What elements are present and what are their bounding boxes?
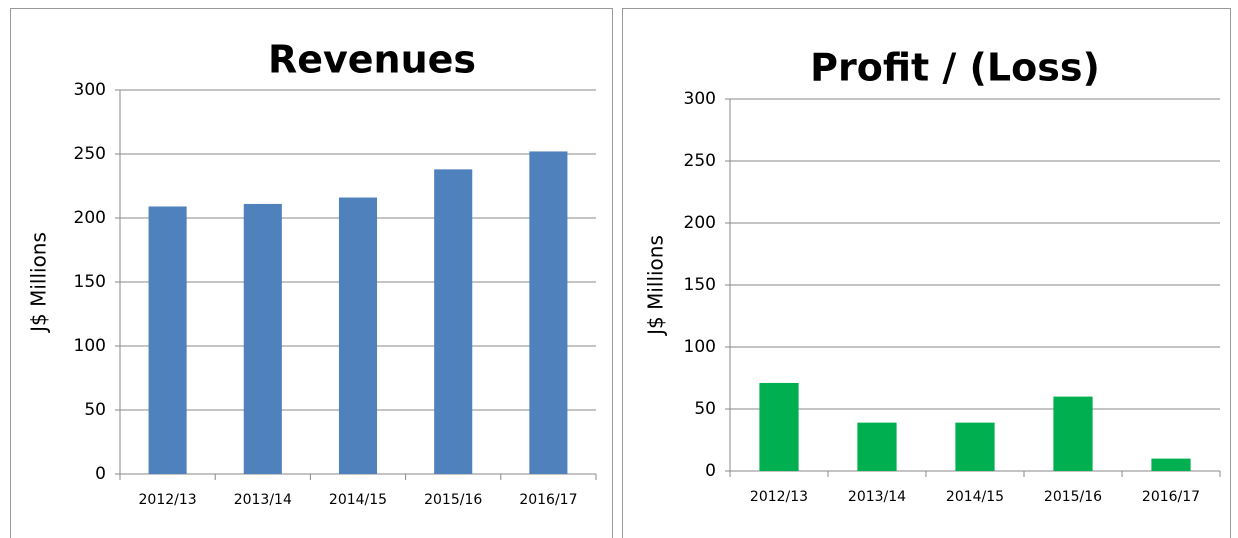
x-tick-label: 2013/14 (234, 492, 292, 508)
y-tick-label: 50 (84, 400, 106, 420)
bar (1053, 396, 1093, 471)
y-tick-label: 300 (74, 80, 106, 100)
x-tick-label: 2015/16 (1044, 489, 1102, 505)
x-tick-label: 2012/13 (750, 489, 808, 505)
bar (955, 422, 995, 471)
bar (857, 422, 897, 471)
y-tick-label: 150 (74, 272, 106, 292)
x-tick-label: 2014/15 (329, 492, 387, 508)
y-tick-label: 200 (684, 213, 716, 233)
x-tick-label: 2014/15 (946, 489, 1004, 505)
y-tick-label: 100 (74, 336, 106, 356)
y-tick-label: 50 (694, 399, 716, 419)
y-tick-label: 0 (95, 464, 106, 484)
y-tick-label: 0 (705, 461, 716, 481)
y-tick-label: 250 (684, 151, 716, 171)
y-tick-label: 200 (74, 208, 106, 228)
y-tick-label: 150 (684, 275, 716, 295)
x-tick-label: 2016/17 (1142, 489, 1200, 505)
bar (338, 197, 378, 474)
y-tick-label: 100 (684, 337, 716, 357)
y-axis-label: J$ Millions (644, 235, 668, 337)
x-tick-label: 2016/17 (519, 492, 577, 508)
bar (1151, 458, 1191, 471)
bar (148, 206, 187, 475)
bar (759, 382, 799, 471)
y-axis-label: J$ Millions (27, 232, 51, 334)
x-tick-label: 2013/14 (848, 489, 906, 505)
x-tick-label: 2015/16 (424, 492, 482, 508)
y-tick-label: 250 (74, 144, 106, 164)
chart-title: Profit / (Loss) (810, 46, 1100, 90)
bar (243, 203, 282, 475)
x-tick-label: 2012/13 (139, 492, 197, 508)
bar (529, 151, 568, 474)
bar (434, 169, 473, 475)
panel-border (10, 8, 1231, 538)
chart-title: Revenues (268, 38, 476, 82)
y-tick-label: 300 (684, 89, 716, 109)
